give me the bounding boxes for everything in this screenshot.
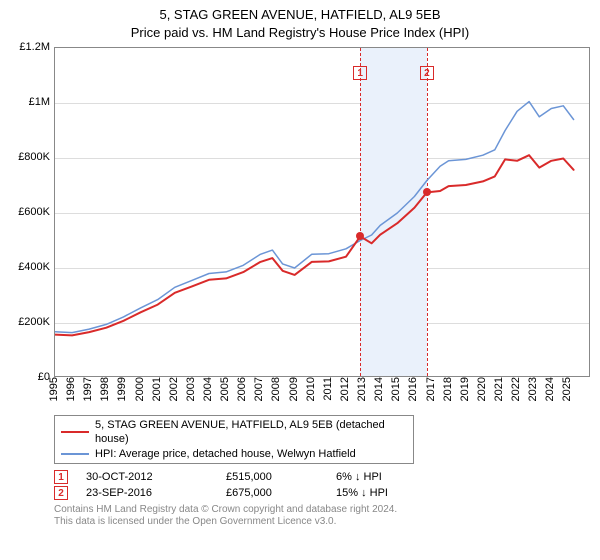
- sales-table: 1 30-OCT-2012 £515,000 6% ↓ HPI 2 23-SEP…: [54, 470, 590, 500]
- x-tick-label: 2023: [527, 377, 539, 401]
- attribution-line: Contains HM Land Registry data © Crown c…: [54, 504, 590, 517]
- chart-title-line1: 5, STAG GREEN AVENUE, HATFIELD, AL9 5EB: [10, 6, 590, 24]
- x-tick-label: 2000: [134, 377, 146, 401]
- y-tick-label: £600K: [18, 206, 50, 218]
- legend-label: 5, STAG GREEN AVENUE, HATFIELD, AL9 5EB …: [95, 418, 407, 447]
- x-tick-label: 2019: [459, 377, 471, 401]
- y-tick-label: £1M: [29, 96, 50, 108]
- x-tick-label: 2020: [476, 377, 488, 401]
- sale-row: 2 23-SEP-2016 £675,000 15% ↓ HPI: [54, 486, 590, 500]
- x-tick-label: 2024: [544, 377, 556, 401]
- series-line-hpi: [55, 102, 574, 333]
- sale-hpi-diff: 15% ↓ HPI: [336, 487, 388, 499]
- sale-price: £675,000: [226, 487, 336, 499]
- x-tick-label: 2012: [339, 377, 351, 401]
- legend-row-price-paid: 5, STAG GREEN AVENUE, HATFIELD, AL9 5EB …: [61, 418, 407, 447]
- x-tick-label: 2011: [322, 377, 334, 401]
- chart-plot-area: 12: [54, 47, 590, 377]
- x-tick-label: 2025: [561, 377, 573, 401]
- x-tick-label: 2007: [253, 377, 265, 401]
- sale-hpi-diff: 6% ↓ HPI: [336, 471, 382, 483]
- x-tick-label: 2003: [185, 377, 197, 401]
- y-tick-label: £1.2M: [19, 41, 50, 53]
- legend-label: HPI: Average price, detached house, Welw…: [95, 447, 356, 461]
- x-tick-label: 2002: [168, 377, 180, 401]
- sale-date: 23-SEP-2016: [86, 487, 226, 499]
- x-tick-label: 2004: [202, 377, 214, 401]
- x-tick-label: 2021: [493, 377, 505, 401]
- sale-marker-icon: 1: [54, 470, 68, 484]
- x-tick-label: 2017: [425, 377, 437, 401]
- x-tick-label: 2016: [407, 377, 419, 401]
- x-tick-label: 2013: [356, 377, 368, 401]
- x-tick-label: 2015: [390, 377, 402, 401]
- x-tick-label: 1998: [99, 377, 111, 401]
- y-tick-label: £800K: [18, 151, 50, 163]
- legend-row-hpi: HPI: Average price, detached house, Welw…: [61, 447, 407, 461]
- x-tick-label: 1999: [116, 377, 128, 401]
- sale-date: 30-OCT-2012: [86, 471, 226, 483]
- legend: 5, STAG GREEN AVENUE, HATFIELD, AL9 5EB …: [54, 415, 414, 464]
- x-tick-label: 1997: [82, 377, 94, 401]
- x-tick-label: 2001: [151, 377, 163, 401]
- legend-swatch-icon: [61, 431, 89, 433]
- x-tick-label: 1996: [65, 377, 77, 401]
- attribution: Contains HM Land Registry data © Crown c…: [54, 504, 590, 529]
- x-axis: 1995199619971998199920002001200220032004…: [54, 377, 590, 411]
- x-tick-label: 2006: [236, 377, 248, 401]
- x-tick-label: 2009: [288, 377, 300, 401]
- x-tick-label: 2008: [270, 377, 282, 401]
- series-line-price_paid: [55, 155, 574, 335]
- sale-marker-icon: 2: [54, 486, 68, 500]
- y-tick-label: £400K: [18, 261, 50, 273]
- attribution-line: This data is licensed under the Open Gov…: [54, 516, 590, 529]
- sale-point-icon: [423, 188, 431, 196]
- x-tick-label: 2018: [442, 377, 454, 401]
- x-tick-label: 2022: [510, 377, 522, 401]
- sale-row: 1 30-OCT-2012 £515,000 6% ↓ HPI: [54, 470, 590, 484]
- x-tick-label: 2005: [219, 377, 231, 401]
- sale-price: £515,000: [226, 471, 336, 483]
- sale-point-icon: [356, 232, 364, 240]
- x-tick-label: 1995: [48, 377, 60, 401]
- chart-title-line2: Price paid vs. HM Land Registry's House …: [10, 24, 590, 42]
- y-axis: £0£200K£400K£600K£800K£1M£1.2M: [10, 47, 54, 377]
- legend-swatch-icon: [61, 453, 89, 455]
- x-tick-label: 2010: [305, 377, 317, 401]
- y-tick-label: £200K: [18, 316, 50, 328]
- x-tick-label: 2014: [373, 377, 385, 401]
